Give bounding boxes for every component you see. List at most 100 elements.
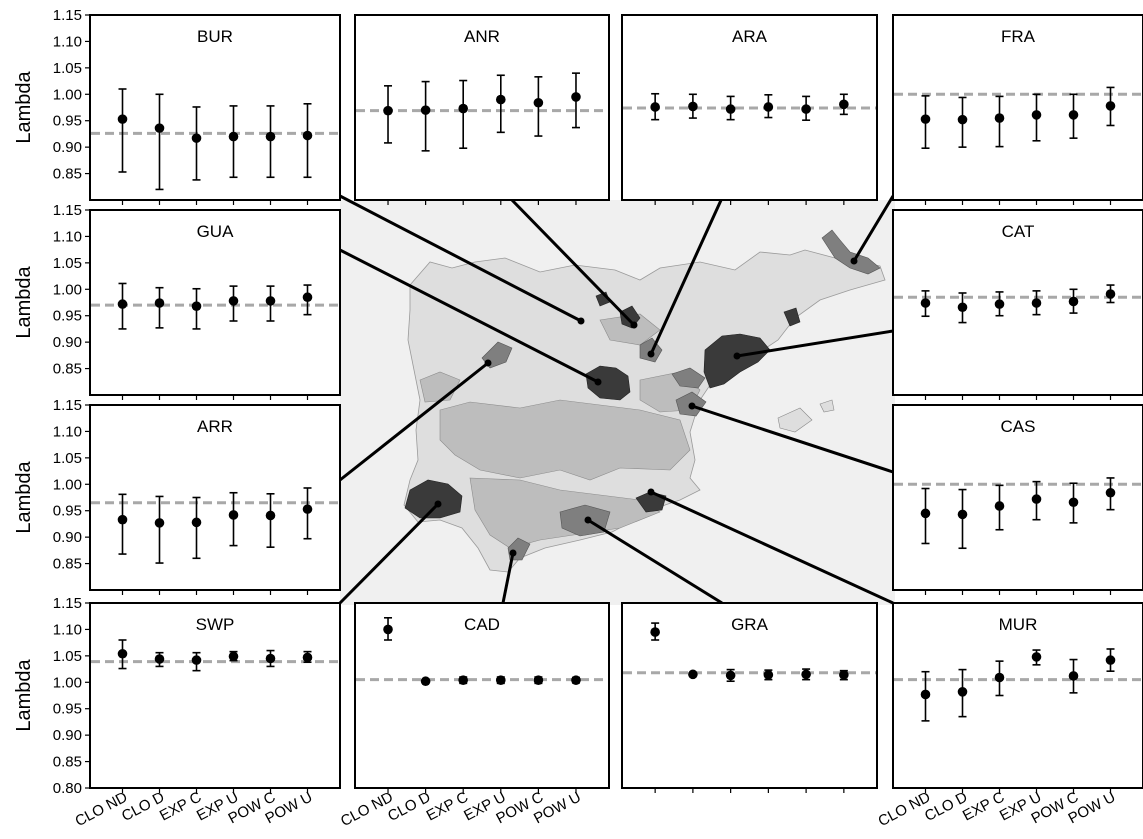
map-region-dark-GUA [585, 365, 631, 401]
ytick-label-swp-0.90: 0.90 [53, 727, 82, 744]
point-arr-3 [228, 510, 239, 520]
point-anr-0 [383, 105, 393, 116]
point-ara-5 [839, 99, 849, 110]
point-cad-5 [571, 675, 581, 685]
point-cad-3 [495, 675, 506, 685]
plot-frame-gra [621, 602, 878, 789]
point-bur-4 [265, 131, 276, 142]
ytick-label-gua-0.90: 0.90 [53, 334, 82, 351]
ylabel-bur: Lambda [13, 70, 35, 143]
ytick-label-swp-1.15: 1.15 [53, 595, 82, 612]
point-cad-0 [383, 624, 393, 635]
ytick-label-swp-0.95: 0.95 [53, 701, 82, 718]
panel-title-gua: GUA [197, 222, 235, 241]
ytick-label-gua-0.85: 0.85 [53, 361, 82, 378]
connector-dot-gua [594, 378, 602, 386]
connector-dot-mur [647, 488, 655, 496]
panel-title-fra: FRA [1001, 27, 1036, 46]
panel-title-mur: MUR [999, 615, 1038, 634]
point-gua-5 [302, 292, 313, 303]
ytick-label-bur-1.15: 1.15 [53, 7, 82, 24]
connector-dot-fra [850, 257, 858, 265]
ytick-label-arr-1.00: 1.00 [53, 476, 82, 493]
connector-cad [501, 552, 515, 604]
point-gra-3 [763, 670, 774, 680]
point-gra-5 [839, 670, 849, 680]
xtick-label-mur-2: EXP C [960, 788, 1008, 824]
ytick-label-swp-1.00: 1.00 [53, 674, 82, 691]
map-connectors [338, 194, 895, 605]
point-mur-1 [957, 687, 968, 697]
point-cat-0 [920, 298, 931, 308]
connector-dot-cas [688, 402, 696, 410]
point-ara-2 [725, 104, 736, 114]
connector-cas [691, 404, 894, 474]
point-bur-0 [117, 114, 128, 124]
point-mur-0 [920, 689, 931, 700]
point-cat-2 [994, 299, 1005, 309]
connector-dot-bur [577, 317, 585, 325]
point-mur-5 [1105, 655, 1116, 665]
ylabel-gua: Lambda [13, 265, 35, 338]
connector-fra [852, 195, 895, 262]
panel-anr: ANR [354, 14, 610, 205]
map-region-light-1 [439, 399, 691, 481]
plot-frame-cat [892, 209, 1143, 396]
panel-title-bur: BUR [197, 27, 233, 46]
ytick-label-gua-1.10: 1.10 [53, 228, 82, 245]
ytick-label-bur-0.85: 0.85 [53, 166, 82, 183]
ytick-label-arr-1.15: 1.15 [53, 397, 82, 414]
point-bur-1 [154, 123, 165, 133]
point-swp-3 [228, 651, 239, 662]
connector-ara [649, 197, 724, 355]
point-mur-4 [1068, 671, 1079, 681]
iberia-map [340, 200, 895, 605]
map-island-mallorca [777, 407, 813, 433]
point-anr-3 [495, 94, 506, 105]
ytick-label-arr-0.90: 0.90 [53, 529, 82, 546]
map-region-dark-SWP [404, 479, 463, 519]
connector-dot-anr [630, 321, 638, 329]
connector-mur [650, 490, 894, 605]
ylabel-swp: Lambda [13, 658, 35, 731]
ytick-label-swp-0.80: 0.80 [53, 780, 82, 797]
xtick-label-swp-2: EXP C [157, 788, 205, 824]
ytick-label-arr-1.10: 1.10 [53, 423, 82, 440]
point-mur-3 [1031, 652, 1042, 662]
panel-cas: CAS [892, 404, 1143, 595]
point-ara-1 [688, 101, 698, 112]
panel-fra: FRA [892, 14, 1143, 205]
panel-title-cat: CAT [1002, 222, 1035, 241]
point-mur-2 [994, 672, 1005, 683]
point-fra-2 [994, 113, 1005, 123]
ytick-label-arr-0.85: 0.85 [53, 556, 82, 573]
ytick-label-gua-1.15: 1.15 [53, 202, 82, 219]
panel-title-gra: GRA [731, 615, 769, 634]
point-cat-3 [1031, 298, 1042, 308]
point-cas-4 [1068, 497, 1079, 508]
point-cad-1 [420, 676, 431, 687]
panel-title-anr: ANR [464, 27, 500, 46]
plot-frame-fra [892, 14, 1143, 201]
ytick-label-swp-1.05: 1.05 [53, 648, 82, 665]
point-swp-4 [265, 653, 276, 664]
point-arr-4 [265, 510, 276, 521]
point-fra-1 [957, 114, 968, 125]
point-gua-0 [117, 299, 128, 309]
plot-frame-mur [892, 602, 1143, 789]
ytick-label-swp-0.85: 0.85 [53, 754, 82, 771]
point-anr-2 [458, 103, 469, 114]
point-cas-0 [920, 508, 931, 519]
ytick-label-swp-1.10: 1.10 [53, 621, 82, 638]
panel-cat: CAT [892, 209, 1143, 400]
plot-frame-bur [89, 14, 341, 201]
point-anr-1 [420, 105, 431, 115]
point-cas-2 [994, 501, 1005, 511]
map-region-dark-small-2 [783, 307, 801, 327]
ytick-label-arr-0.95: 0.95 [53, 503, 82, 520]
point-bur-5 [302, 130, 313, 141]
ytick-label-bur-0.95: 0.95 [53, 113, 82, 130]
panel-arr: ARR 0.85 0.90 0.95 1.00 1.05 1.10 1.15 Lambda [13, 397, 341, 595]
point-cad-4 [533, 675, 544, 685]
